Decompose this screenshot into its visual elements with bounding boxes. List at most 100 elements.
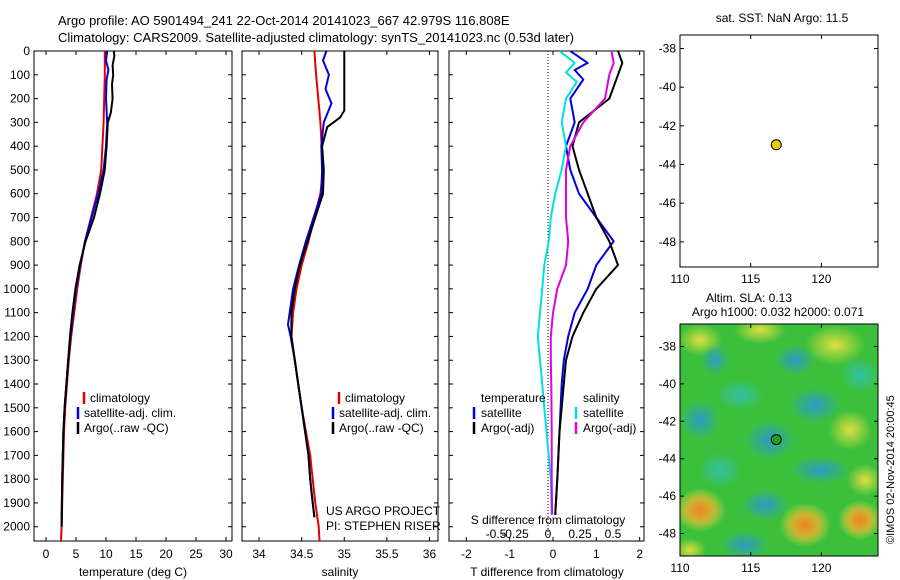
depth-tick-label: 1400 bbox=[3, 377, 30, 391]
sla-map-title: Altim. SLA: 0.13 bbox=[706, 291, 792, 305]
depth-tick-label: 900 bbox=[10, 258, 30, 272]
temperature-axes-box bbox=[33, 50, 233, 542]
x-tick-label: 2 bbox=[636, 547, 643, 561]
series-line-argo-raw-qc- bbox=[290, 51, 346, 518]
difference-x-ticks: -2 -1 0 1 2 bbox=[461, 51, 643, 561]
series-line-climatology bbox=[290, 51, 324, 541]
lat-tick-label: -48 bbox=[659, 527, 677, 541]
depth-tick-label: 200 bbox=[10, 92, 30, 106]
salinity-axes-box bbox=[241, 50, 439, 542]
series-line-satellite-adj-clim- bbox=[60, 51, 110, 527]
x-tick-label: 35.5 bbox=[375, 547, 399, 561]
depth-tick-label: 1000 bbox=[3, 282, 30, 296]
x-tick-label: 35 bbox=[338, 547, 352, 561]
series-line-argo-raw-qc- bbox=[60, 51, 116, 527]
x-tick-label: 20 bbox=[159, 547, 173, 561]
x2-tick-label: 0 bbox=[545, 527, 552, 541]
temperature-xlabel: temperature (deg C) bbox=[79, 565, 187, 579]
header-line2: Climatology: CARS2009. Satellite-adjuste… bbox=[58, 30, 574, 45]
depth-tick-label: 100 bbox=[10, 68, 30, 82]
salinity-depth-ticks bbox=[242, 50, 438, 528]
x-tick-label: 10 bbox=[99, 547, 113, 561]
lat-tick-label: -48 bbox=[659, 235, 677, 249]
series-line-satellite-adj-clim- bbox=[287, 51, 333, 518]
depth-tick-label: 500 bbox=[10, 163, 30, 177]
difference-axes-box bbox=[448, 50, 645, 542]
lon-tick-label: 120 bbox=[811, 272, 831, 286]
salinity-lines bbox=[287, 51, 346, 541]
depth-tick-label: 700 bbox=[10, 211, 30, 225]
sla-map-panel: Altim. SLA: 0.13 Argo h1000: 0.032 h2000… bbox=[659, 291, 897, 575]
x-tick-label: -1 bbox=[504, 547, 515, 561]
lat-tick-label: -38 bbox=[659, 42, 677, 56]
temperature-x-ticks: 0 5 10 15 20 25 30 bbox=[43, 51, 233, 561]
salinity-xlabel: salinity bbox=[322, 565, 359, 579]
temperature-panel: 0100200300400500600700800900100011001200… bbox=[3, 44, 233, 579]
series-line-satellite-s bbox=[536, 51, 578, 515]
x-tick-label: 0 bbox=[43, 547, 50, 561]
lat-tick-label: -44 bbox=[659, 158, 677, 172]
series-line-climatology bbox=[60, 51, 106, 541]
depth-tick-label: 1500 bbox=[3, 401, 30, 415]
sla-map-axes-box bbox=[679, 323, 879, 557]
argo-position-marker-sla bbox=[770, 434, 782, 446]
x-tick-label: 5 bbox=[73, 547, 80, 561]
depth-tick-label: 1700 bbox=[3, 448, 30, 462]
x-tick-label: 0 bbox=[550, 547, 557, 561]
imos-credit: ©IMOS 02-Nov-2014 20:00:45 bbox=[885, 395, 897, 544]
lat-tick-label: -46 bbox=[659, 196, 677, 210]
x-tick-label: 34 bbox=[252, 547, 266, 561]
credit-pi: PI: STEPHEN RISER bbox=[326, 519, 441, 533]
salinity-legend: climatology satellite-adj. clim. Argo(..… bbox=[331, 391, 431, 435]
difference-xlabel-s: S difference from climatology bbox=[471, 513, 626, 527]
lon-tick-label: 115 bbox=[741, 561, 760, 575]
difference-xlabel: T difference from climatology bbox=[470, 565, 624, 579]
x-tick-label: 15 bbox=[129, 547, 143, 561]
salinity-panel: 34 34.5 35 35.5 36 salinity climatology sate… bbox=[241, 50, 441, 579]
lat-tick-label: -40 bbox=[659, 377, 677, 391]
depth-tick-label: 2000 bbox=[3, 520, 30, 534]
legend-label-satellite: satellite-adj. clim. bbox=[84, 406, 176, 420]
legend-label-climatology: climatology bbox=[90, 391, 150, 405]
legend-label-argo-s: Argo(-adj) bbox=[583, 421, 636, 435]
x-tick-label: 25 bbox=[189, 547, 203, 561]
salinity-x-ticks: 34 34.5 35 35.5 36 bbox=[252, 51, 436, 561]
sla-map-subtitle: Argo h1000: 0.032 h2000: 0.071 bbox=[692, 305, 864, 319]
header-line1: Argo profile: AO 5901494_241 22-Oct-2014… bbox=[58, 13, 510, 28]
legend-label-climatology: climatology bbox=[345, 391, 405, 405]
depth-tick-label: 1100 bbox=[4, 306, 30, 320]
lat-tick-label: -44 bbox=[659, 452, 677, 466]
depth-tick-label: 1300 bbox=[3, 353, 30, 367]
depth-tick-label: 0 bbox=[23, 44, 30, 58]
depth-tick-label: 1800 bbox=[3, 472, 30, 486]
legend-header-temperature: temperature bbox=[481, 391, 546, 405]
sla-heatmap-field bbox=[680, 324, 878, 556]
legend-label-argo: Argo(..raw -QC) bbox=[84, 421, 169, 435]
series-line-argo-s bbox=[549, 51, 615, 515]
legend-label-satellite: satellite-adj. clim. bbox=[339, 406, 431, 420]
lat-tick-label: -38 bbox=[659, 339, 677, 353]
x-tick-label: 36 bbox=[423, 547, 437, 561]
depth-tick-label: 800 bbox=[10, 234, 30, 248]
lon-tick-label: 115 bbox=[741, 272, 760, 286]
difference-depth-ticks bbox=[449, 50, 644, 528]
lon-tick-label: 110 bbox=[670, 561, 689, 575]
credit-project: US ARGO PROJECT bbox=[326, 504, 441, 518]
legend-label-argo: Argo(..raw -QC) bbox=[339, 421, 424, 435]
difference-legend: temperature satellite Argo(-adj) salinit… bbox=[472, 391, 636, 435]
x-tick-label: -2 bbox=[461, 547, 472, 561]
legend-header-salinity: salinity bbox=[583, 391, 620, 405]
sst-map-title: sat. SST: NaN Argo: 11.5 bbox=[716, 11, 849, 25]
legend-label-satellite-s: satellite bbox=[583, 406, 624, 420]
sst-map-axes-box bbox=[679, 34, 879, 268]
x-tick-label: 1 bbox=[593, 547, 600, 561]
sst-map-panel: sat. SST: NaN Argo: 11.5 -38 -40 -42 -44 -46… bbox=[659, 11, 879, 286]
lon-tick-label: 120 bbox=[811, 561, 831, 575]
temperature-depth-ticks: 0 100 200 300 400 500 600 700 800 900 1000 1100 1200… bbox=[3, 44, 232, 534]
legend-label-satellite-t: satellite bbox=[481, 406, 522, 420]
temperature-legend: climatology satellite-adj. clim. Argo(..… bbox=[76, 391, 176, 435]
lat-tick-label: -42 bbox=[659, 119, 677, 133]
series-line-satellite-t bbox=[554, 51, 615, 515]
x2-tick-label: -0.5 bbox=[486, 527, 507, 541]
